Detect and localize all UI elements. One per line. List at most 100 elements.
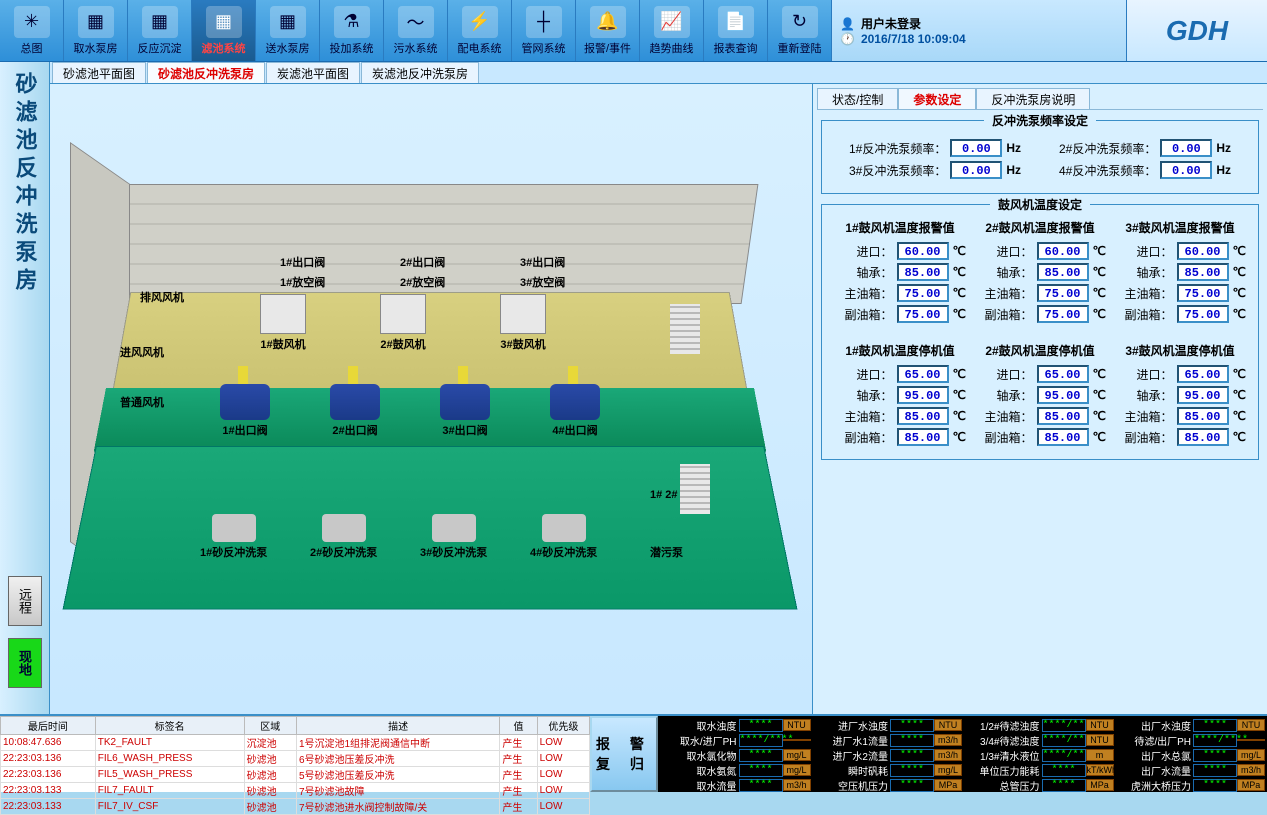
toolbar-反应沉淀[interactable]: ▦反应沉淀 [128, 0, 192, 61]
meter-name: 1/2#待滤浊度 [963, 718, 1042, 733]
freq-value[interactable]: 0.00 [1160, 161, 1212, 179]
temp-value[interactable]: 60.00 [1037, 242, 1089, 260]
subtab-炭滤池平面图[interactable]: 炭滤池平面图 [266, 62, 360, 83]
temp-value[interactable]: 65.00 [1037, 365, 1089, 383]
temp-value[interactable]: 75.00 [897, 305, 949, 323]
toolbar-icon: ▦ [206, 6, 242, 38]
meter-value: **** [890, 764, 934, 777]
alarm-col: 区域 [244, 717, 296, 735]
temp-value[interactable]: 75.00 [1177, 284, 1229, 302]
rtab-状态/控制[interactable]: 状态/控制 [817, 88, 898, 109]
temp-value[interactable]: 95.00 [1037, 386, 1089, 404]
freq-value[interactable]: 0.00 [1160, 139, 1212, 157]
temp-value[interactable]: 95.00 [897, 386, 949, 404]
toolbar-送水泵房[interactable]: ▦送水泵房 [256, 0, 320, 61]
temp-value[interactable]: 60.00 [1177, 242, 1229, 260]
meter-unit: NTU [1086, 719, 1114, 731]
freq-item: 1#反冲洗泵频率：0.00Hz [849, 139, 1021, 157]
freq-value[interactable]: 0.00 [950, 139, 1002, 157]
meter-瞬时矾耗: 瞬时矾耗****mg/L [812, 763, 963, 777]
toolbar-总图[interactable]: ✳总图 [0, 0, 64, 61]
toolbar-label: 总图 [21, 40, 43, 56]
temp-item: 副油箱：75.00℃ [834, 305, 966, 323]
unit: ℃ [953, 307, 966, 321]
meter-name: 待滤/出厂PH [1115, 733, 1194, 748]
meter-unit: mg/L [783, 749, 811, 761]
toolbar-取水泵房[interactable]: ▦ 取水泵房 [64, 0, 128, 61]
toolbar-投加系统[interactable]: ⚗投加系统 [320, 0, 384, 61]
toolbar-污水系统[interactable]: 〜污水系统 [384, 0, 448, 61]
toolbar-label: 报警/事件 [584, 40, 631, 56]
temp-col-header: 1#鼓风机温度停机值 [830, 342, 970, 359]
subtab-炭滤池反冲洗泵房[interactable]: 炭滤池反冲洗泵房 [361, 62, 479, 83]
temp-item: 进口：60.00℃ [1114, 242, 1246, 260]
temp-value[interactable]: 85.00 [1037, 263, 1089, 281]
diagram-label: 2#放空阀 [400, 274, 445, 290]
toolbar-报表查询[interactable]: 📄报表查询 [704, 0, 768, 61]
alarm-row[interactable]: 22:23:03.133FIL7_IV_CSF砂滤池7号砂滤池进水阀控制故障/关… [1, 799, 590, 815]
meter-name: 取水氨氮 [660, 763, 739, 778]
equip-4#砂反冲洗泵: 4#砂反冲洗泵 [530, 514, 597, 560]
rtab-反冲洗泵房说明[interactable]: 反冲洗泵房说明 [976, 88, 1090, 109]
freq-label: 4#反冲洗泵频率： [1059, 162, 1156, 179]
toolbar-滤池系统[interactable]: ▦滤池系统 [192, 0, 256, 61]
right-tabs: 状态/控制参数设定反冲洗泵房说明 [817, 88, 1263, 110]
alarm-row[interactable]: 22:23:03.136FIL6_WASH_PRESS砂滤池6号砂滤池压差反冲洗… [1, 751, 590, 767]
temp-value[interactable]: 65.00 [897, 365, 949, 383]
remote-mode-button[interactable]: 远程 [8, 576, 42, 626]
temp-value[interactable]: 65.00 [1177, 365, 1229, 383]
temp-value[interactable]: 85.00 [897, 263, 949, 281]
unit: ℃ [1093, 430, 1106, 444]
temp-value[interactable]: 95.00 [1177, 386, 1229, 404]
toolbar-趋势曲线[interactable]: 📈趋势曲线 [640, 0, 704, 61]
toolbar-label: 重新登陆 [778, 40, 822, 56]
temp-value[interactable]: 75.00 [897, 284, 949, 302]
temp-label: 进口： [1129, 243, 1173, 260]
temp-value[interactable]: 75.00 [1037, 305, 1089, 323]
equip-1#砂反冲洗泵: 1#砂反冲洗泵 [200, 514, 267, 560]
temp-item: 轴承：95.00℃ [1114, 386, 1246, 404]
meter-取水浊度: 取水浊度****NTU [660, 718, 811, 732]
bottom-bar: 最后时间标签名区域描述值优先级10:08:47.636TK2_FAULT沉淀池1… [0, 714, 1267, 792]
main-area: 砂滤池反冲洗泵房 远程 现地 砂滤池平面图砂滤池反冲洗泵房炭滤池平面图炭滤池反冲… [0, 62, 1267, 714]
toolbar-配电系统[interactable]: ⚡配电系统 [448, 0, 512, 61]
datetime: 🕐2016/7/18 10:09:04 [840, 32, 1118, 46]
temp-value[interactable]: 75.00 [1177, 305, 1229, 323]
unit: ℃ [1233, 388, 1246, 402]
temp-value[interactable]: 85.00 [1177, 428, 1229, 446]
temp-value[interactable]: 60.00 [897, 242, 949, 260]
temperature-group: 鼓风机温度设定 1#鼓风机温度报警值进口：60.00℃轴承：85.00℃主油箱：… [821, 204, 1259, 460]
alarm-row[interactable]: 22:23:03.133FIL7_FAULT砂滤池7号砂滤池故障产生LOW [1, 783, 590, 799]
temp-item: 进口：60.00℃ [834, 242, 966, 260]
temp-value[interactable]: 85.00 [897, 407, 949, 425]
rtab-参数设定[interactable]: 参数设定 [898, 88, 976, 109]
toolbar-label: 取水泵房 [74, 40, 118, 56]
temp-value[interactable]: 85.00 [1037, 428, 1089, 446]
temp-value[interactable]: 85.00 [1177, 263, 1229, 281]
temp-item: 副油箱：85.00℃ [974, 428, 1106, 446]
alarm-row[interactable]: 10:08:47.636TK2_FAULT沉淀池1号沉淀池1组排泥阀通信中断产生… [1, 735, 590, 751]
subtab-砂滤池反冲洗泵房[interactable]: 砂滤池反冲洗泵房 [147, 62, 265, 83]
toolbar-管网系统[interactable]: ┼管网系统 [512, 0, 576, 61]
alarm-row[interactable]: 22:23:03.136FIL5_WASH_PRESS砂滤池5号砂滤池压差反冲洗… [1, 767, 590, 783]
temp-value[interactable]: 85.00 [897, 428, 949, 446]
meter-name: 瞬时矾耗 [812, 763, 891, 778]
unit: ℃ [1093, 367, 1106, 381]
temp-col-header: 2#鼓风机温度报警值 [970, 219, 1110, 236]
temp-item: 主油箱：75.00℃ [1114, 284, 1246, 302]
temp-value[interactable]: 85.00 [1037, 407, 1089, 425]
equip-3#鼓风机: 3#鼓风机 [500, 294, 546, 352]
toolbar-重新登陆[interactable]: ↻重新登陆 [768, 0, 832, 61]
unit: ℃ [953, 388, 966, 402]
subtab-砂滤池平面图[interactable]: 砂滤池平面图 [52, 62, 146, 83]
alarm-reset-button[interactable]: 报 警 复 归 [590, 716, 658, 792]
toolbar-报警/事件[interactable]: 🔔报警/事件 [576, 0, 640, 61]
freq-value[interactable]: 0.00 [950, 161, 1002, 179]
temp-item: 副油箱：85.00℃ [834, 428, 966, 446]
local-mode-button[interactable]: 现地 [8, 638, 42, 688]
meter-name: 取水浊度 [660, 718, 739, 733]
toolbar-icon: ▦ [78, 6, 114, 38]
temp-value[interactable]: 75.00 [1037, 284, 1089, 302]
temp-value[interactable]: 85.00 [1177, 407, 1229, 425]
temp-label: 主油箱： [1125, 408, 1173, 425]
